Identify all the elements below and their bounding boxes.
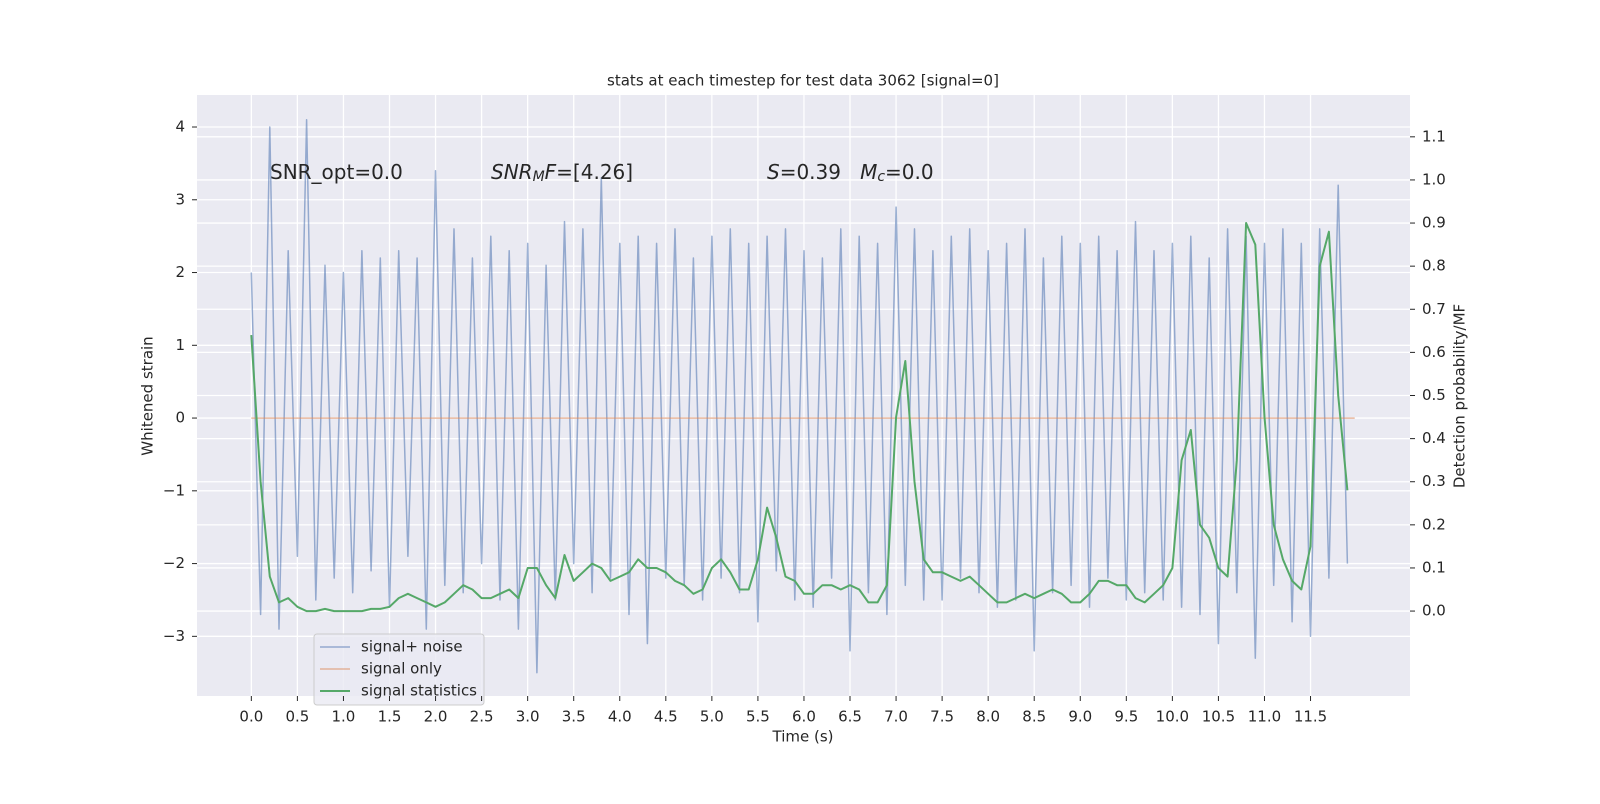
legend: signal+ noise signal only signal statistic… xyxy=(313,633,485,706)
x-tick-label: 2.5 xyxy=(470,708,494,726)
x-tick-label: 4.0 xyxy=(608,708,632,726)
y2-axis-label: Detection probability/MF xyxy=(1451,304,1469,488)
annotation: S=0.39 Mc=0.0 xyxy=(767,160,934,186)
x-tick-label: 2.0 xyxy=(424,708,448,726)
x-tick-label: 8.0 xyxy=(976,708,1000,726)
annotation: SNRMF=[4.26] xyxy=(491,160,633,186)
y2-tick-label: 0.6 xyxy=(1422,343,1446,361)
x-tick-label: 8.5 xyxy=(1022,708,1046,726)
y2-tick-label: 0.8 xyxy=(1422,257,1446,275)
x-tick-label: 6.5 xyxy=(838,708,862,726)
y-axis-label: Whitened strain xyxy=(139,336,157,455)
annotation-part: M xyxy=(533,169,545,185)
x-tick-label: 10.5 xyxy=(1202,708,1235,726)
y-tick-label: −3 xyxy=(163,627,185,645)
annotation-part: =0.39 xyxy=(780,160,860,184)
x-tick-label: 1.5 xyxy=(378,708,402,726)
annotation-part: =0.0 xyxy=(885,160,934,184)
x-tick-label: 11.0 xyxy=(1248,708,1281,726)
y2-tick-label: 0.4 xyxy=(1422,429,1446,447)
y2-tick-label: 1.1 xyxy=(1422,127,1446,145)
y2-tick-label: 0.1 xyxy=(1422,558,1446,576)
annotation-part: M xyxy=(860,160,877,184)
x-tick-label: 0.5 xyxy=(285,708,309,726)
y-tick-label: 3 xyxy=(175,190,185,208)
y-tick-label: 2 xyxy=(175,263,185,281)
y-tick-label: −2 xyxy=(163,554,185,572)
y-tick-label: 4 xyxy=(175,118,185,136)
series-line xyxy=(250,118,1349,674)
x-tick-label: 9.0 xyxy=(1068,708,1092,726)
y2-tick-label: 1.0 xyxy=(1422,170,1446,188)
annotation-part: SNR xyxy=(491,160,533,184)
x-tick-label: 5.0 xyxy=(700,708,724,726)
x-tick-label: 9.5 xyxy=(1114,708,1138,726)
x-tick-label: 6.0 xyxy=(792,708,816,726)
marks xyxy=(250,118,1355,674)
y2-tick-label: 0.2 xyxy=(1422,515,1446,533)
x-tick-label: 3.5 xyxy=(562,708,586,726)
x-tick-label: 1.0 xyxy=(332,708,356,726)
series-line xyxy=(250,222,1349,613)
y2-tick-label: 0.5 xyxy=(1422,386,1446,404)
chart-title: stats at each timestep for test data 306… xyxy=(607,72,999,90)
annotation-part: S xyxy=(767,160,780,184)
annotation-part: F xyxy=(545,160,557,184)
x-tick-label: 7.5 xyxy=(930,708,954,726)
y2-tick-label: 0.0 xyxy=(1422,602,1446,620)
x-tick-label: 0.0 xyxy=(239,708,263,726)
annotation-part: =[4.26] xyxy=(556,160,633,184)
annotation-part: c xyxy=(877,169,885,185)
x-tick-label: 3.0 xyxy=(516,708,540,726)
y-tick-label: 1 xyxy=(175,336,185,354)
x-axis-label: Time (s) xyxy=(772,728,834,746)
y-tick-label: −1 xyxy=(163,481,185,499)
x-tick-label: 11.5 xyxy=(1294,708,1327,726)
x-tick-label: 10.0 xyxy=(1156,708,1189,726)
legend-box xyxy=(313,633,485,706)
legend-label: signal only xyxy=(361,660,442,678)
annotation: SNR_opt=0.0 xyxy=(270,160,403,184)
x-tick-label: 5.5 xyxy=(746,708,770,726)
y-tick-label: 0 xyxy=(175,409,185,427)
x-tick-label: 4.5 xyxy=(654,708,678,726)
legend-label: signal+ noise xyxy=(361,638,463,656)
y2-tick-label: 0.7 xyxy=(1422,300,1446,318)
y2-tick-label: 0.3 xyxy=(1422,472,1446,490)
annotation-part: SNR_opt=0.0 xyxy=(270,160,403,184)
annotations: SNR_opt=0.0 SNRMF=[4.26] S=0.39 Mc=0.0 xyxy=(270,160,934,186)
y2-tick-label: 0.9 xyxy=(1422,214,1446,232)
legend-label: signal statistics xyxy=(361,682,477,700)
x-tick-label: 7.0 xyxy=(884,708,908,726)
